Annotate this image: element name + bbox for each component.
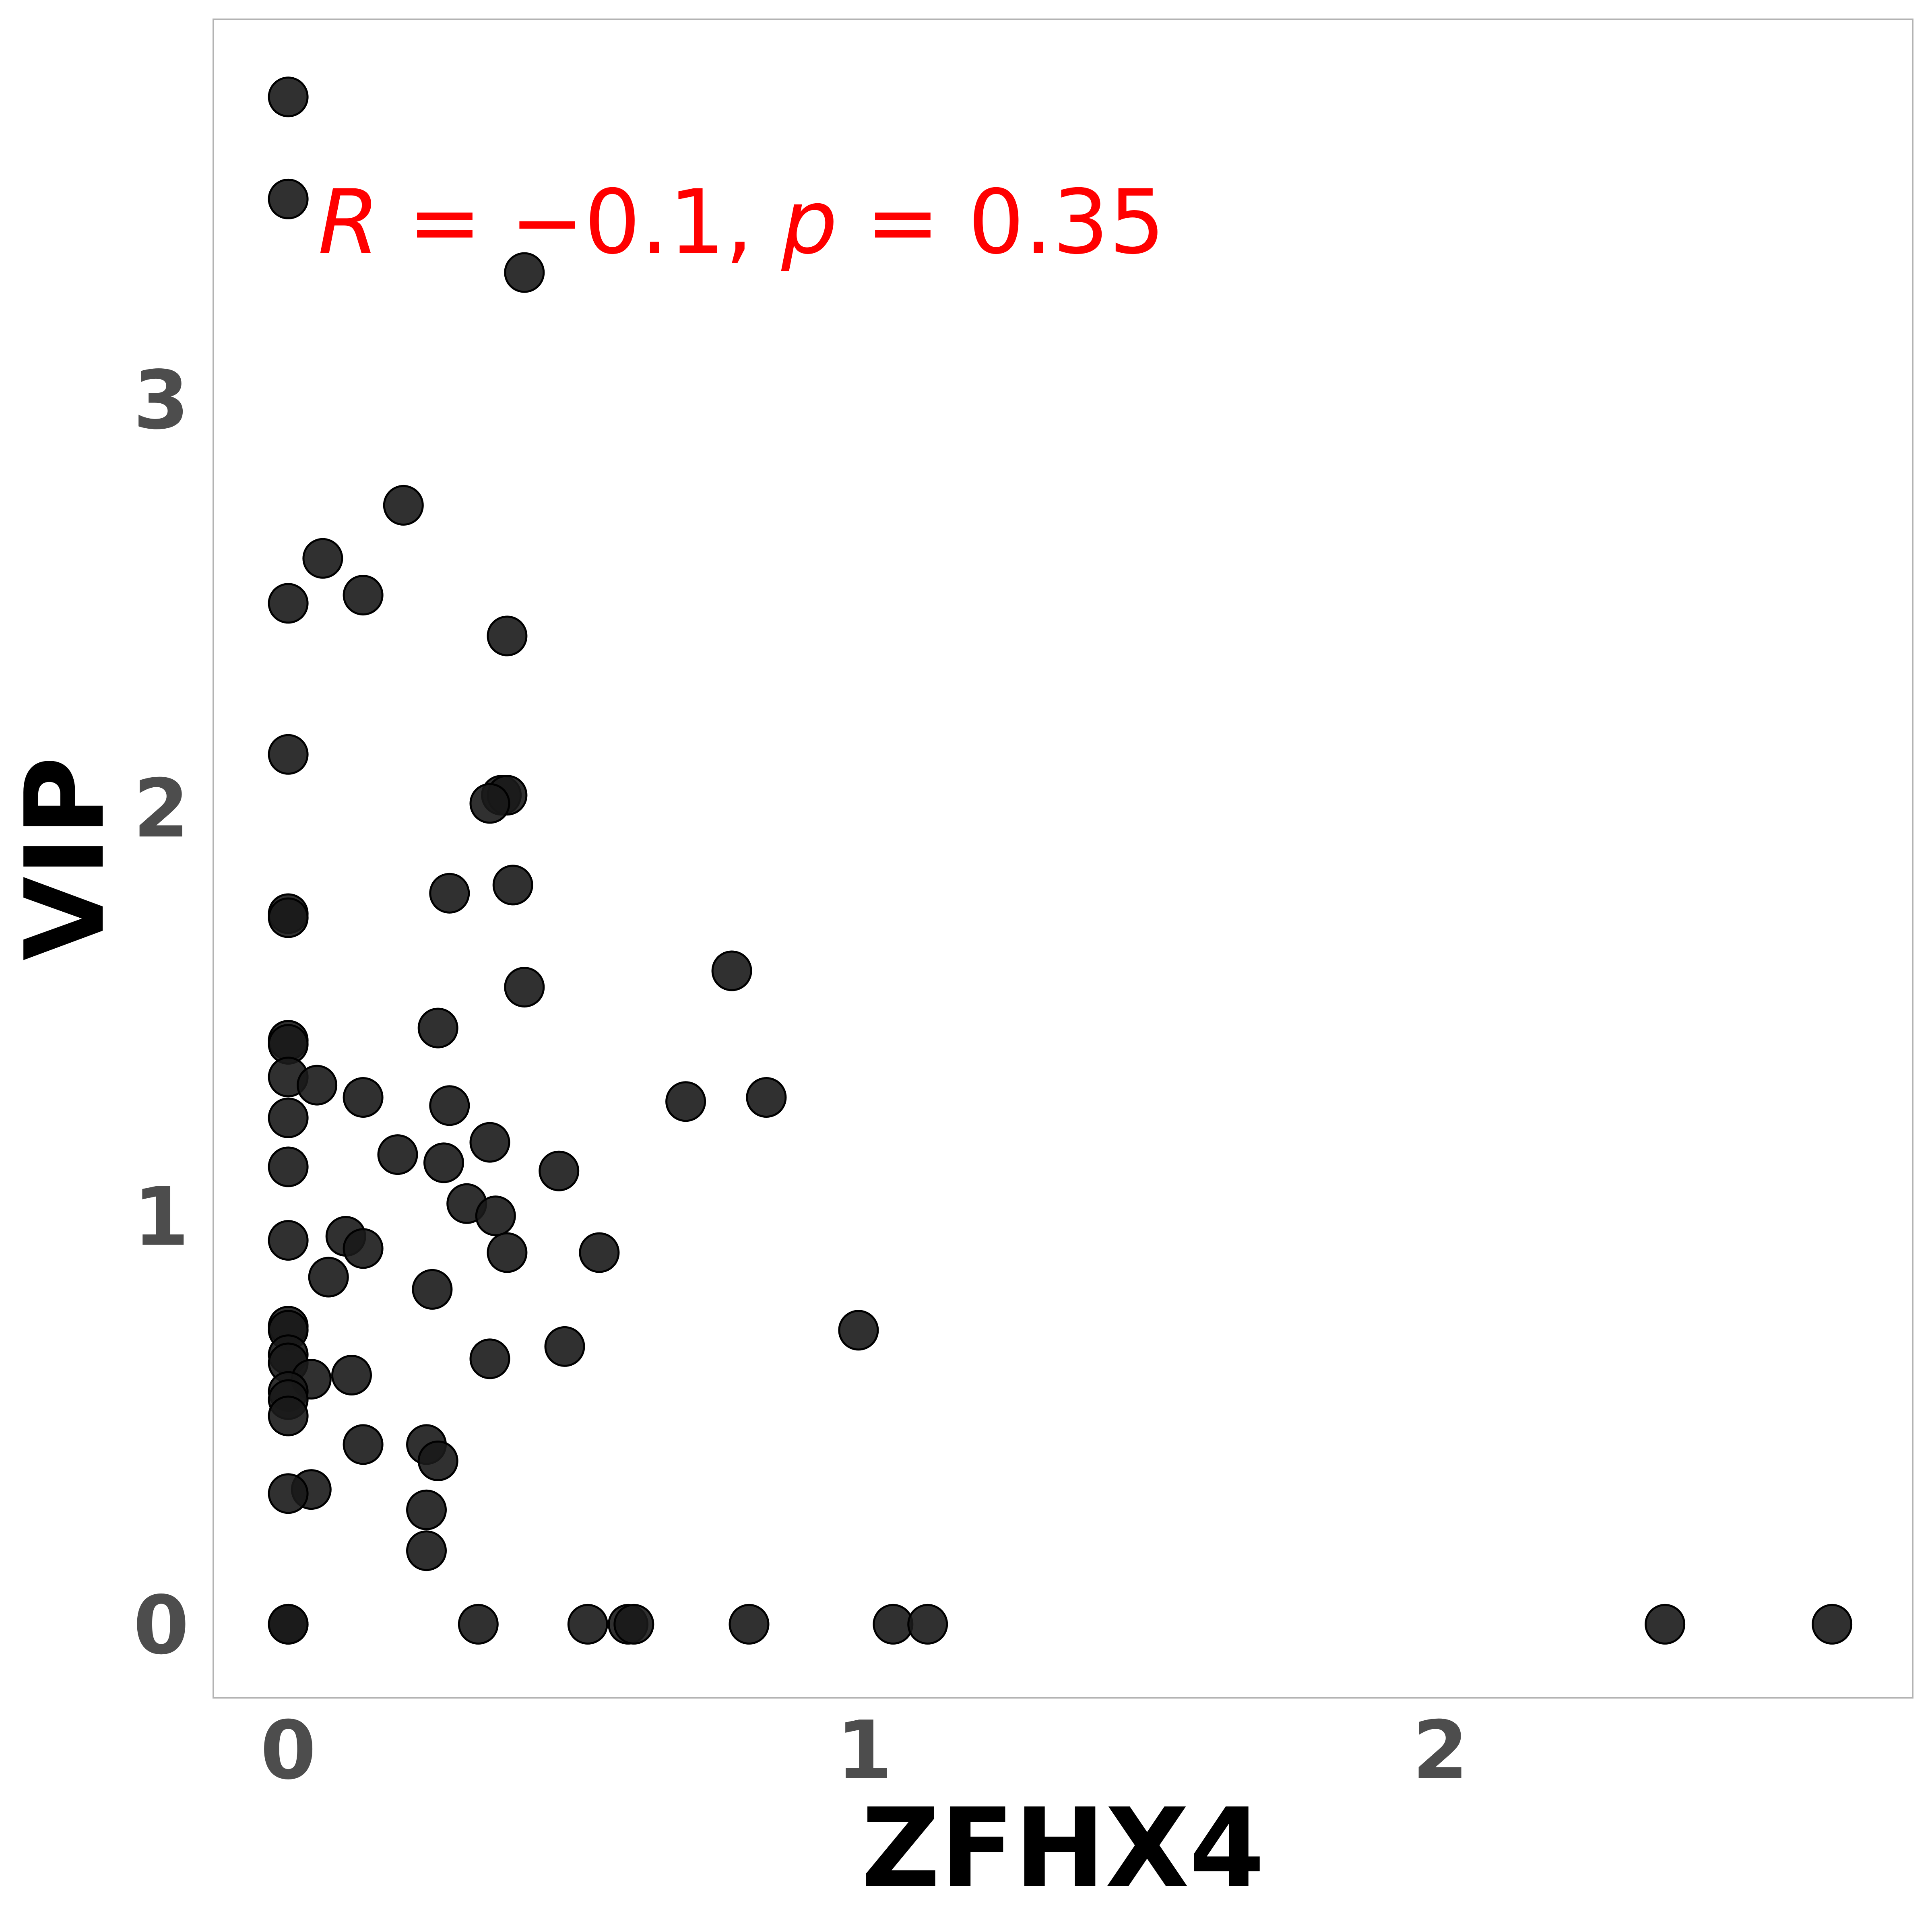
p-symbol: p xyxy=(781,171,838,274)
data-point-22 xyxy=(297,1065,338,1106)
data-point-67 xyxy=(729,1604,770,1645)
data-point-69 xyxy=(907,1604,948,1645)
data-point-11 xyxy=(469,783,510,824)
y-tick-labels: 0 1 2 3 xyxy=(133,354,189,1673)
data-point-28 xyxy=(469,1122,510,1163)
data-point-25 xyxy=(746,1077,787,1118)
data-point-59 xyxy=(406,1489,447,1530)
y-tick-label-1: 1 xyxy=(133,1170,189,1264)
data-point-66 xyxy=(613,1604,654,1645)
data-point-32 xyxy=(268,1146,309,1187)
data-point-44 xyxy=(838,1310,879,1351)
data-point-39 xyxy=(579,1232,620,1273)
data-point-18 xyxy=(417,1007,458,1049)
data-point-1 xyxy=(268,178,309,219)
data-point-63 xyxy=(458,1604,499,1645)
y-tick-label-2: 2 xyxy=(133,762,189,856)
y-axis-title: VIP xyxy=(2,756,128,960)
x-tick-label-0: 0 xyxy=(260,1704,316,1798)
data-point-70 xyxy=(1645,1604,1686,1645)
data-point-0 xyxy=(268,76,309,118)
p-value: = 0.35 xyxy=(838,171,1165,274)
data-point-40 xyxy=(308,1257,349,1298)
data-point-47 xyxy=(469,1338,510,1379)
data-point-15 xyxy=(268,897,309,938)
data-point-60 xyxy=(406,1530,447,1571)
data-point-23 xyxy=(343,1077,384,1118)
data-point-8 xyxy=(268,734,309,775)
data-point-71 xyxy=(1812,1604,1853,1645)
x-axis-title: ZFHX4 xyxy=(861,1785,1265,1911)
data-point-24 xyxy=(665,1081,706,1122)
data-point-30 xyxy=(423,1142,464,1183)
y-tick-label-3: 3 xyxy=(133,354,189,448)
data-point-58 xyxy=(268,1473,309,1514)
data-point-56 xyxy=(417,1441,458,1481)
data-point-6 xyxy=(268,583,309,624)
x-tick-labels: 0 1 2 xyxy=(260,1704,1468,1798)
points-layer xyxy=(268,76,1853,1645)
data-point-5 xyxy=(343,575,384,616)
data-point-62 xyxy=(268,1604,309,1645)
data-point-54 xyxy=(343,1424,384,1465)
data-point-41 xyxy=(412,1269,453,1310)
data-point-7 xyxy=(487,615,528,656)
x-tick-label-1: 1 xyxy=(836,1704,892,1798)
data-point-68 xyxy=(873,1604,914,1645)
data-point-45 xyxy=(544,1326,585,1367)
data-point-37 xyxy=(343,1228,384,1269)
data-point-64 xyxy=(567,1604,608,1645)
data-point-29 xyxy=(377,1134,418,1175)
data-point-27 xyxy=(268,1097,309,1138)
data-point-16 xyxy=(711,950,752,991)
correlation-annotation: R = −0.1, p = 0.35 xyxy=(318,171,1165,274)
data-point-13 xyxy=(429,873,470,914)
data-point-31 xyxy=(539,1150,580,1191)
data-point-53 xyxy=(268,1395,309,1437)
plot-frame xyxy=(213,19,1913,1699)
data-point-34 xyxy=(475,1195,516,1236)
data-point-3 xyxy=(383,485,424,526)
data-point-4 xyxy=(302,538,343,579)
data-point-36 xyxy=(268,1220,309,1261)
data-point-12 xyxy=(492,865,533,906)
data-point-38 xyxy=(487,1232,528,1273)
data-point-17 xyxy=(504,967,545,1008)
data-point-26 xyxy=(429,1085,470,1126)
data-point-49 xyxy=(331,1355,372,1395)
r-symbol: R xyxy=(318,171,380,274)
x-tick-label-2: 2 xyxy=(1412,1704,1468,1798)
y-tick-label-0: 0 xyxy=(133,1579,189,1672)
data-point-2 xyxy=(504,252,545,293)
r-value: = −0.1, xyxy=(380,171,781,274)
